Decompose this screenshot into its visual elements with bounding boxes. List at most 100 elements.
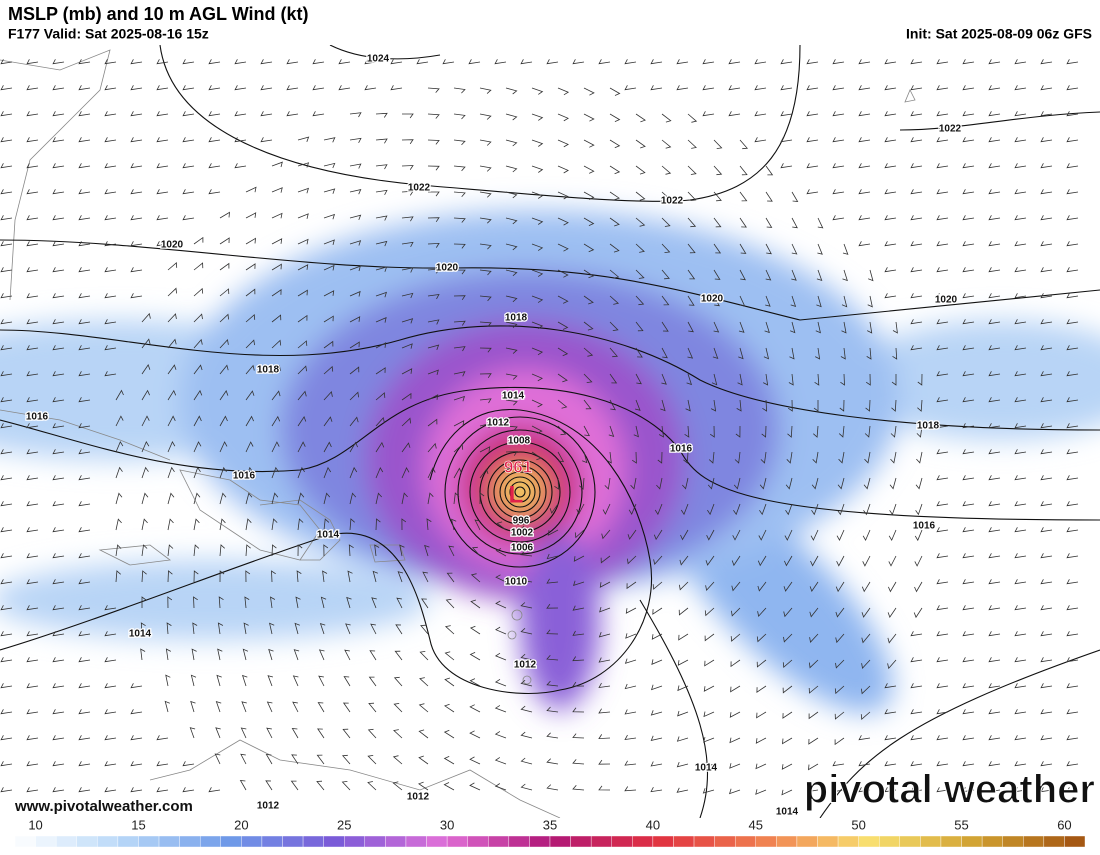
wind-barb — [936, 683, 949, 689]
wind-barb — [295, 596, 301, 609]
wind-barb — [164, 700, 170, 713]
wind-barb — [479, 113, 492, 120]
wind-barb — [572, 656, 585, 662]
wind-barb — [401, 190, 414, 196]
wind-barb — [962, 189, 975, 195]
isobar-label: 996 — [513, 516, 530, 527]
colorbar-cell — [14, 835, 36, 848]
wind-barb — [375, 266, 388, 272]
wind-barb — [167, 338, 177, 349]
wind-barb — [349, 214, 362, 221]
isobar-label: 1014 — [502, 391, 525, 402]
wind-barb — [427, 242, 440, 248]
wind-barb — [293, 649, 300, 661]
wind-barb — [260, 137, 273, 143]
wind-barb — [193, 262, 204, 271]
wind-barb — [583, 399, 592, 410]
wind-barb — [609, 321, 619, 331]
wind-barb — [842, 269, 848, 282]
wind-barb — [479, 243, 492, 250]
wind-barb — [1014, 137, 1027, 143]
wind-barb — [418, 781, 429, 791]
wind-barb — [936, 215, 949, 221]
wind-barb — [393, 676, 403, 687]
wind-barb — [469, 652, 481, 661]
wind-barb — [78, 657, 91, 663]
wind-barb — [936, 605, 949, 611]
wind-barb — [453, 420, 465, 427]
wind-barb — [1040, 631, 1053, 637]
wind-barb — [271, 492, 279, 505]
wind-barb — [860, 711, 871, 721]
wind-barb — [810, 555, 819, 567]
wind-barb — [713, 243, 722, 254]
wind-barb — [427, 492, 434, 505]
wind-barb — [962, 683, 975, 689]
wind-barb — [713, 165, 723, 176]
wind-barb — [811, 503, 819, 516]
wind-barb — [104, 111, 117, 117]
wind-barb — [494, 652, 507, 661]
wind-barb — [832, 215, 845, 221]
wind-barb — [349, 112, 362, 118]
wind-barb — [583, 243, 595, 253]
wind-barb — [1066, 215, 1079, 221]
wind-barb — [531, 321, 544, 330]
wind-barb — [26, 85, 39, 91]
wind-barb — [219, 364, 229, 375]
wind-barb — [936, 241, 949, 247]
wind-barb — [265, 780, 273, 791]
wind-barb — [835, 607, 845, 618]
wind-barb — [130, 215, 143, 221]
isobar-label: 1022 — [939, 124, 962, 135]
wind-barb — [661, 139, 672, 149]
wind-barb — [889, 477, 897, 490]
wind-barb — [858, 761, 871, 767]
wind-barb — [609, 165, 621, 175]
wind-barb — [78, 371, 91, 377]
wind-barb — [78, 163, 91, 169]
wind-barb — [1014, 371, 1027, 377]
colorbar-cell — [529, 835, 551, 848]
wind-barb — [167, 441, 176, 453]
wind-barb — [444, 703, 455, 713]
wind-barb — [814, 373, 820, 386]
wind-barb — [759, 503, 767, 516]
wind-barb — [660, 399, 666, 412]
wind-barb — [783, 633, 793, 643]
wind-barb — [1066, 397, 1079, 403]
wind-barb — [785, 477, 793, 490]
colorbar-cell — [673, 835, 695, 848]
wind-barb — [156, 85, 169, 91]
wind-barb — [884, 241, 897, 247]
wind-barb — [240, 753, 247, 765]
wind-barb — [786, 451, 793, 464]
wind-barb — [910, 761, 923, 767]
wind-barb — [683, 451, 689, 464]
wind-barb — [858, 241, 871, 247]
wind-barb — [349, 265, 361, 272]
wind-barb — [913, 607, 923, 619]
wind-barb — [52, 527, 65, 533]
colorbar-cell — [858, 835, 880, 848]
wind-barb — [130, 787, 143, 793]
colorbar-cell — [385, 835, 407, 848]
wind-barb — [858, 189, 871, 195]
wind-barb — [709, 425, 715, 438]
wind-barb — [78, 85, 91, 91]
wind-barb — [182, 85, 195, 91]
wind-barb — [867, 295, 873, 308]
wind-barb — [1066, 579, 1079, 585]
wind-barb — [988, 345, 1001, 351]
isobar-label: 1014 — [317, 530, 340, 541]
wind-barb — [291, 728, 299, 739]
wind-barb — [1066, 111, 1079, 117]
colorbar-cell — [590, 835, 612, 848]
wind-barb — [962, 761, 975, 767]
wind-barb — [219, 544, 225, 557]
wind-barb — [1066, 345, 1079, 351]
wind-barb — [375, 189, 388, 195]
wind-barb — [271, 161, 283, 168]
wind-barb — [245, 263, 256, 271]
colorbar-cell — [179, 835, 201, 848]
